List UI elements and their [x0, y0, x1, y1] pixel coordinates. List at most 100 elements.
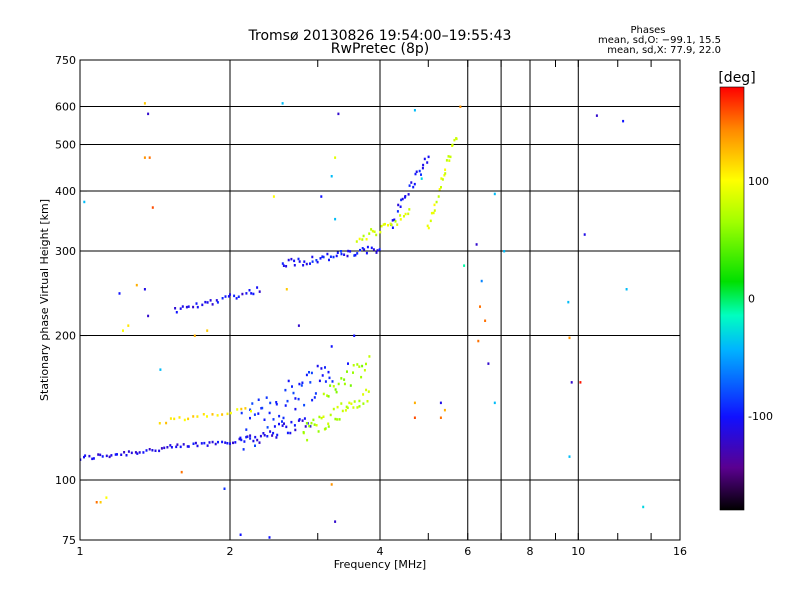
- echo-point: [335, 390, 338, 394]
- echo-point: [127, 324, 130, 327]
- x-tick-label: 10: [571, 545, 585, 558]
- echo-point: [320, 416, 323, 420]
- echo-point: [329, 413, 332, 417]
- echo-point: [160, 447, 163, 450]
- echo-point: [365, 362, 367, 366]
- echo-point: [178, 416, 181, 419]
- echo-point: [319, 257, 322, 260]
- echo-point: [269, 430, 272, 433]
- echo-point: [290, 420, 293, 424]
- echo-point: [352, 406, 355, 409]
- echo-point: [362, 402, 365, 405]
- echo-point: [622, 119, 625, 123]
- echo-point: [300, 384, 303, 387]
- echo-point: [99, 453, 102, 457]
- echo-point: [187, 417, 190, 421]
- y-tick-label: 600: [55, 101, 76, 114]
- echo-point: [433, 209, 436, 212]
- echo-point: [193, 334, 196, 337]
- echo-point: [187, 445, 190, 448]
- echo-point: [484, 319, 487, 322]
- echo-point: [360, 375, 363, 379]
- echo-point: [320, 195, 323, 198]
- echo-point: [262, 432, 265, 435]
- echo-point: [250, 409, 252, 413]
- echo-point: [143, 288, 146, 291]
- echo-point: [367, 390, 370, 393]
- echo-point: [282, 416, 285, 420]
- echo-point: [308, 424, 311, 428]
- echo-point: [147, 112, 150, 116]
- colorbar-tick-labels: 100 0 -100: [748, 175, 773, 423]
- echo-point: [354, 253, 357, 257]
- echo-point: [282, 264, 285, 267]
- echo-point: [315, 424, 318, 427]
- echo-point: [568, 455, 571, 458]
- echo-point: [297, 257, 300, 261]
- echo-point: [412, 185, 415, 189]
- echo-point: [346, 406, 349, 410]
- echo-point: [208, 441, 211, 444]
- echo-point: [181, 305, 184, 308]
- echo-point: [362, 234, 365, 238]
- echo-point: [399, 214, 402, 217]
- echo-point: [326, 394, 329, 397]
- echo-point: [340, 250, 342, 253]
- echo-point: [304, 425, 307, 428]
- echo-point: [362, 393, 365, 396]
- echo-point: [330, 483, 333, 486]
- echo-point: [169, 444, 172, 447]
- echo-point: [326, 252, 329, 256]
- echo-point: [336, 418, 339, 421]
- echo-point: [241, 292, 244, 296]
- echo-point: [298, 382, 301, 386]
- echo-point: [259, 434, 262, 438]
- echo-point: [297, 324, 300, 327]
- echo-point: [303, 403, 306, 407]
- echo-point: [236, 408, 239, 411]
- echo-point: [332, 385, 335, 388]
- echo-point: [278, 414, 281, 418]
- echo-point: [361, 247, 364, 250]
- echo-point: [355, 240, 358, 243]
- echo-point: [250, 292, 253, 295]
- echo-point: [284, 404, 287, 407]
- stats-x-mode: mean, sd,X: 77.9, 22.0: [607, 45, 721, 56]
- echo-point: [165, 421, 168, 425]
- echo-point: [170, 446, 173, 449]
- echo-point: [375, 233, 378, 237]
- echo-point: [426, 224, 429, 228]
- echo-point: [396, 210, 399, 213]
- echo-point: [298, 418, 301, 421]
- echo-point: [368, 232, 371, 235]
- echo-point: [366, 245, 369, 249]
- echo-point: [324, 380, 327, 383]
- echo-point: [332, 407, 335, 411]
- echo-point: [80, 458, 82, 461]
- echo-point: [194, 441, 197, 445]
- echo-point: [289, 431, 292, 435]
- echo-point: [449, 155, 452, 159]
- echo-point: [310, 371, 313, 375]
- echo-point: [285, 425, 288, 429]
- echo-point: [318, 379, 321, 383]
- echo-point: [356, 406, 359, 409]
- echo-point: [413, 416, 416, 419]
- echo-point: [248, 289, 251, 292]
- echo-point: [311, 255, 314, 259]
- echo-point: [453, 138, 456, 142]
- echo-point: [118, 292, 121, 295]
- echo-point: [422, 163, 425, 167]
- echo-point: [438, 188, 441, 191]
- echo-point: [370, 228, 373, 231]
- echo-point: [334, 520, 337, 523]
- echo-point: [373, 230, 376, 233]
- echo-point: [258, 441, 261, 444]
- echo-point: [240, 407, 243, 411]
- echo-point: [384, 222, 386, 226]
- echo-point: [256, 286, 259, 289]
- echo-point: [298, 260, 301, 263]
- echo-point: [273, 425, 276, 428]
- echo-point: [192, 305, 195, 309]
